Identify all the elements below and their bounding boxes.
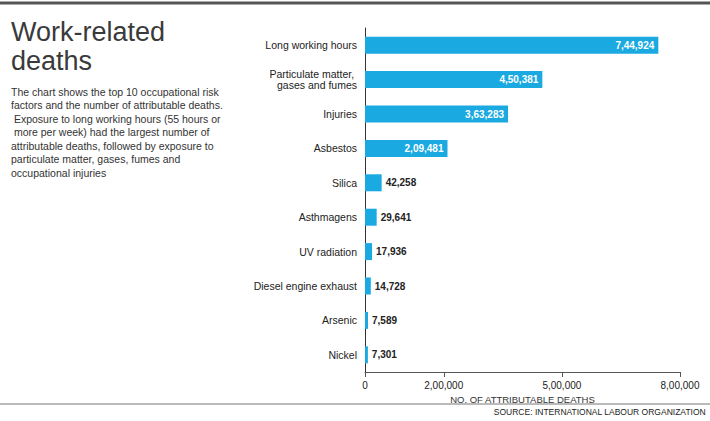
svg-text:0: 0	[362, 380, 368, 391]
svg-text:attributable deaths, followed: attributable deaths, followed by exposur…	[11, 140, 216, 152]
svg-text:The chart shows the top 10 occ: The chart shows the top 10 occupational …	[11, 86, 222, 98]
svg-text:gases and fumes: gases and fumes	[277, 79, 357, 91]
svg-text:42,258: 42,258	[386, 177, 417, 188]
svg-text:deaths: deaths	[11, 46, 92, 76]
svg-text:29,641: 29,641	[381, 212, 412, 223]
svg-text:NO. OF ATTRIBUTABLE DEATHS: NO. OF ATTRIBUTABLE DEATHS	[450, 394, 595, 405]
svg-text:Exposure to long working hours: Exposure to long working hours (55 hours…	[11, 113, 221, 125]
svg-text:2,00,000: 2,00,000	[424, 380, 463, 391]
svg-text:Asthmagens: Asthmagens	[299, 211, 357, 223]
svg-text:Nickel: Nickel	[328, 349, 357, 361]
svg-text:Arsenic: Arsenic	[322, 314, 357, 326]
svg-text:particulate matter, gases, fum: particulate matter, gases, fumes and	[11, 153, 183, 165]
svg-text:UV radiation: UV radiation	[299, 246, 357, 258]
svg-text:SOURCE: INTERNATIONAL LABOUR O: SOURCE: INTERNATIONAL LABOUR ORGANIZATIO…	[494, 407, 706, 417]
svg-text:Diesel engine exhaust: Diesel engine exhaust	[254, 280, 357, 292]
svg-text:4,50,381: 4,50,381	[499, 74, 538, 85]
svg-text:Long working hours: Long working hours	[265, 39, 357, 51]
svg-text:more per week) had the largest: more per week) had the largest number of	[11, 126, 212, 138]
svg-text:17,936: 17,936	[376, 246, 407, 257]
svg-text:8,00,000: 8,00,000	[661, 380, 700, 391]
svg-text:occupational injuries: occupational injuries	[11, 167, 106, 179]
svg-text:3,63,283: 3,63,283	[465, 109, 504, 120]
svg-text:Asbestos: Asbestos	[314, 142, 357, 154]
svg-text:Silica: Silica	[332, 177, 357, 189]
svg-text:5,00,000: 5,00,000	[542, 380, 581, 391]
svg-text:Work-related: Work-related	[11, 17, 173, 47]
svg-text:7,44,924: 7,44,924	[615, 40, 654, 51]
svg-text:Injuries: Injuries	[323, 108, 357, 120]
svg-text:7,301: 7,301	[372, 349, 397, 360]
svg-text:7,589: 7,589	[372, 315, 397, 326]
svg-text:Particulate matter,: Particulate matter,	[269, 68, 357, 81]
svg-text:factors and the number of attr: factors and the number of attributable d…	[11, 99, 223, 111]
svg-text:14,728: 14,728	[375, 281, 406, 292]
svg-text:2,09,481: 2,09,481	[405, 143, 444, 154]
